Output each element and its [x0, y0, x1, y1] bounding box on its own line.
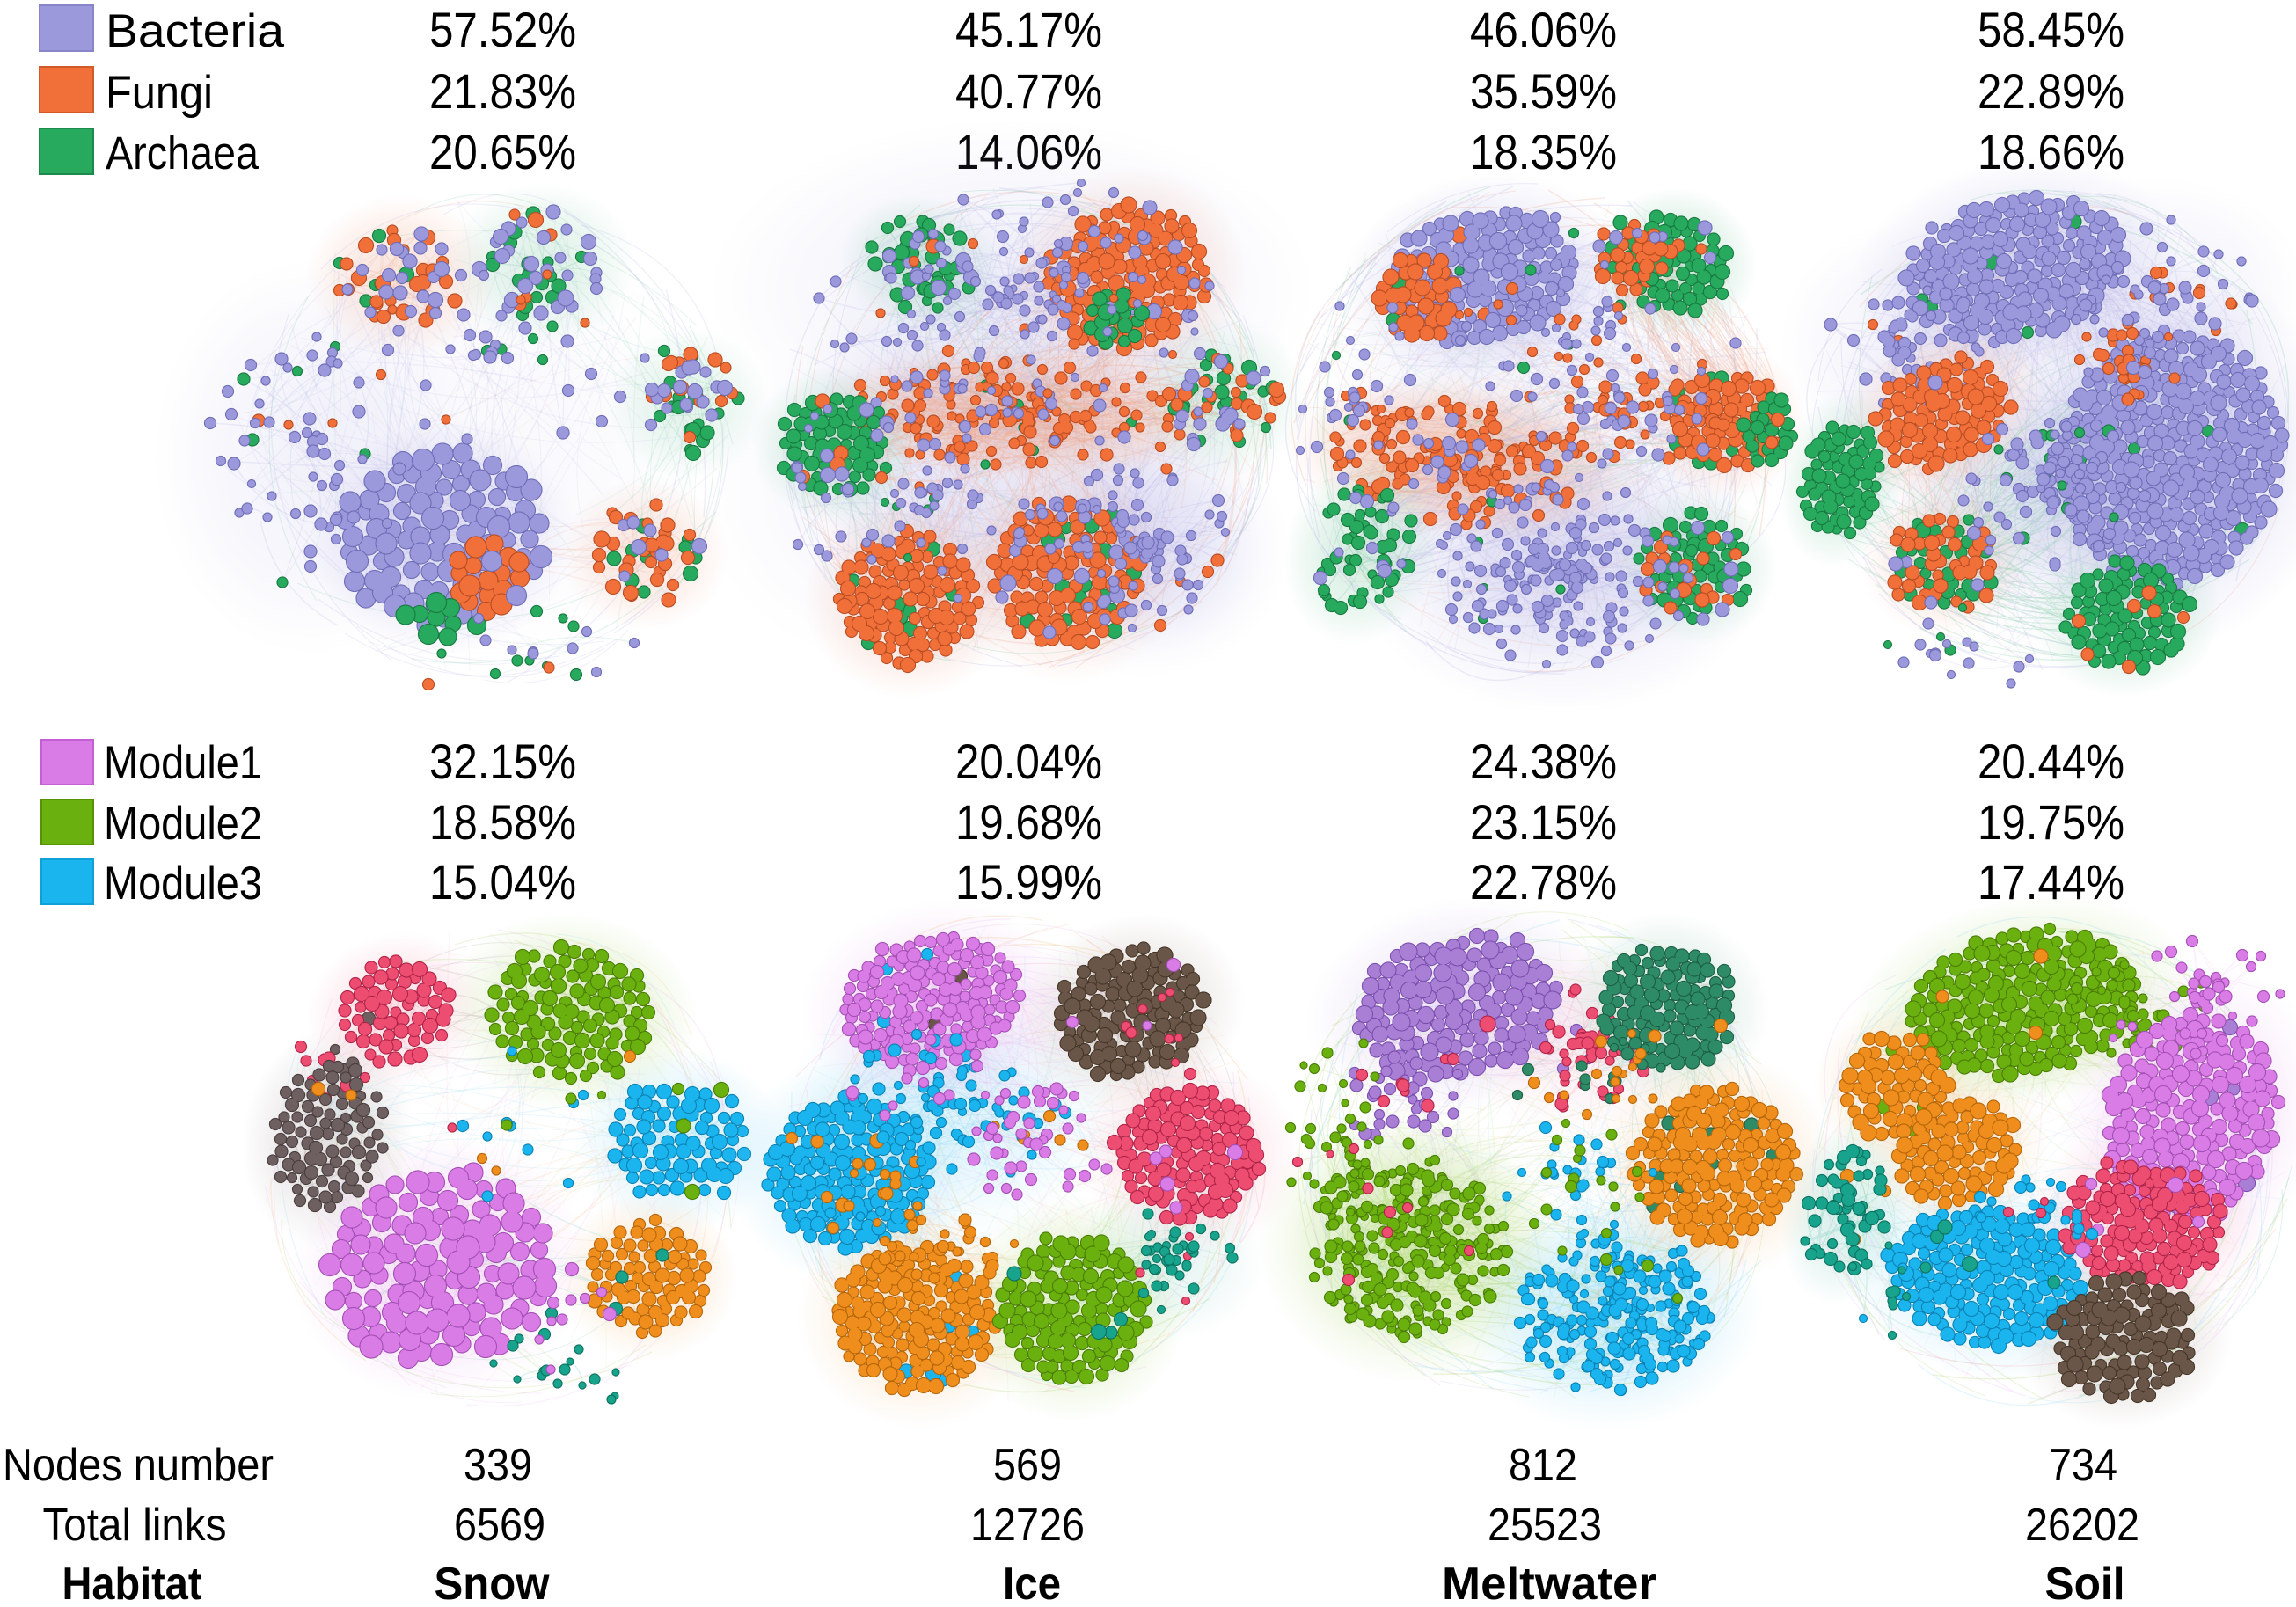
svg-text:20.44%: 20.44% — [1978, 734, 2124, 789]
svg-text:20.65%: 20.65% — [429, 124, 576, 179]
svg-text:15.99%: 15.99% — [955, 854, 1102, 909]
svg-text:18.58%: 18.58% — [429, 794, 576, 850]
svg-text:339: 339 — [464, 1440, 532, 1491]
svg-text:21.83%: 21.83% — [429, 63, 576, 119]
svg-text:Module2: Module2 — [104, 798, 262, 850]
svg-text:Module1: Module1 — [104, 737, 262, 789]
svg-text:Soil: Soil — [2045, 1559, 2125, 1607]
svg-text:18.35%: 18.35% — [1470, 124, 1617, 179]
svg-text:Meltwater: Meltwater — [1442, 1559, 1656, 1607]
svg-text:Fungi: Fungi — [106, 67, 213, 119]
svg-text:26202: 26202 — [2025, 1500, 2139, 1551]
svg-text:15.04%: 15.04% — [429, 854, 576, 909]
svg-text:19.68%: 19.68% — [955, 794, 1102, 850]
svg-text:569: 569 — [993, 1440, 1062, 1491]
svg-text:734: 734 — [2049, 1440, 2117, 1491]
svg-text:25523: 25523 — [1488, 1500, 1602, 1551]
svg-text:Ice: Ice — [1003, 1559, 1061, 1607]
svg-text:23.15%: 23.15% — [1470, 794, 1617, 850]
svg-text:Module3: Module3 — [104, 858, 262, 909]
svg-text:32.15%: 32.15% — [429, 734, 576, 789]
svg-text:46.06%: 46.06% — [1470, 2, 1617, 57]
svg-text:Total links: Total links — [43, 1500, 227, 1551]
svg-text:Archaea: Archaea — [106, 128, 259, 179]
svg-text:Habitat: Habitat — [62, 1559, 202, 1607]
svg-text:19.75%: 19.75% — [1978, 794, 2124, 850]
svg-text:12726: 12726 — [970, 1500, 1085, 1551]
svg-text:45.17%: 45.17% — [955, 2, 1102, 57]
svg-text:Bacteria: Bacteria — [106, 5, 285, 57]
svg-text:58.45%: 58.45% — [1978, 2, 2124, 57]
svg-text:24.38%: 24.38% — [1470, 734, 1617, 789]
svg-text:6569: 6569 — [454, 1500, 545, 1551]
svg-text:22.89%: 22.89% — [1978, 63, 2124, 119]
svg-text:Snow: Snow — [435, 1559, 551, 1607]
svg-text:40.77%: 40.77% — [955, 63, 1102, 119]
svg-text:812: 812 — [1509, 1440, 1577, 1491]
svg-text:35.59%: 35.59% — [1470, 63, 1617, 119]
svg-text:20.04%: 20.04% — [955, 734, 1102, 789]
svg-text:57.52%: 57.52% — [429, 2, 576, 57]
svg-text:Nodes number: Nodes number — [3, 1440, 274, 1491]
